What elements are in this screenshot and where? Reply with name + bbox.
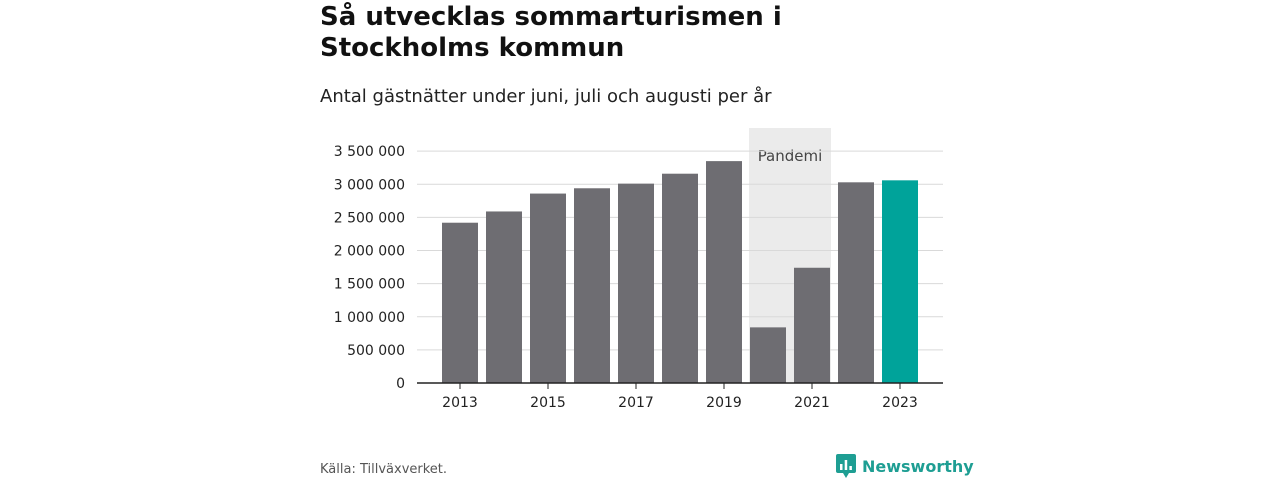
brand-logo: Newsworthy <box>836 454 974 478</box>
bar-2016 <box>574 188 610 383</box>
y-tick-label: 1 500 000 <box>334 277 405 293</box>
y-tick-label: 3 500 000 <box>334 144 405 160</box>
x-tick-label: 2023 <box>882 395 918 411</box>
y-tick-label: 3 000 000 <box>334 177 405 193</box>
bar-2017 <box>618 183 654 383</box>
y-tick-label: 500 000 <box>347 343 405 359</box>
bar-2013 <box>442 222 478 383</box>
x-tick-label: 2015 <box>530 395 566 411</box>
bar-2015 <box>530 193 566 383</box>
chart-bubble-icon <box>836 454 856 478</box>
x-tick-label: 2021 <box>794 395 830 411</box>
bar-2022 <box>838 182 874 383</box>
bar-2018 <box>662 173 698 383</box>
brand-name: Newsworthy <box>862 456 974 476</box>
bar-2023 <box>882 180 918 383</box>
x-tick-label: 2019 <box>706 395 742 411</box>
source-note: Källa: Tillväxverket. <box>320 462 448 477</box>
bar-2020 <box>750 327 786 383</box>
y-tick-label: 2 000 000 <box>334 244 405 260</box>
bar-2021 <box>794 267 830 383</box>
x-tick-label: 2017 <box>618 395 654 411</box>
chart-subtitle: Antal gästnätter under juni, juli och au… <box>320 86 772 107</box>
y-tick-label: 2 500 000 <box>334 210 405 226</box>
y-tick-label: 0 <box>396 376 405 392</box>
y-tick-label: 1 000 000 <box>334 310 405 326</box>
bar-2014 <box>486 211 522 383</box>
bar-2019 <box>706 161 742 383</box>
chart-title: Så utvecklas sommarturismen i Stockholms… <box>320 2 782 63</box>
x-tick-label: 2013 <box>442 395 478 411</box>
pandemic-label: Pandemi <box>758 147 823 165</box>
